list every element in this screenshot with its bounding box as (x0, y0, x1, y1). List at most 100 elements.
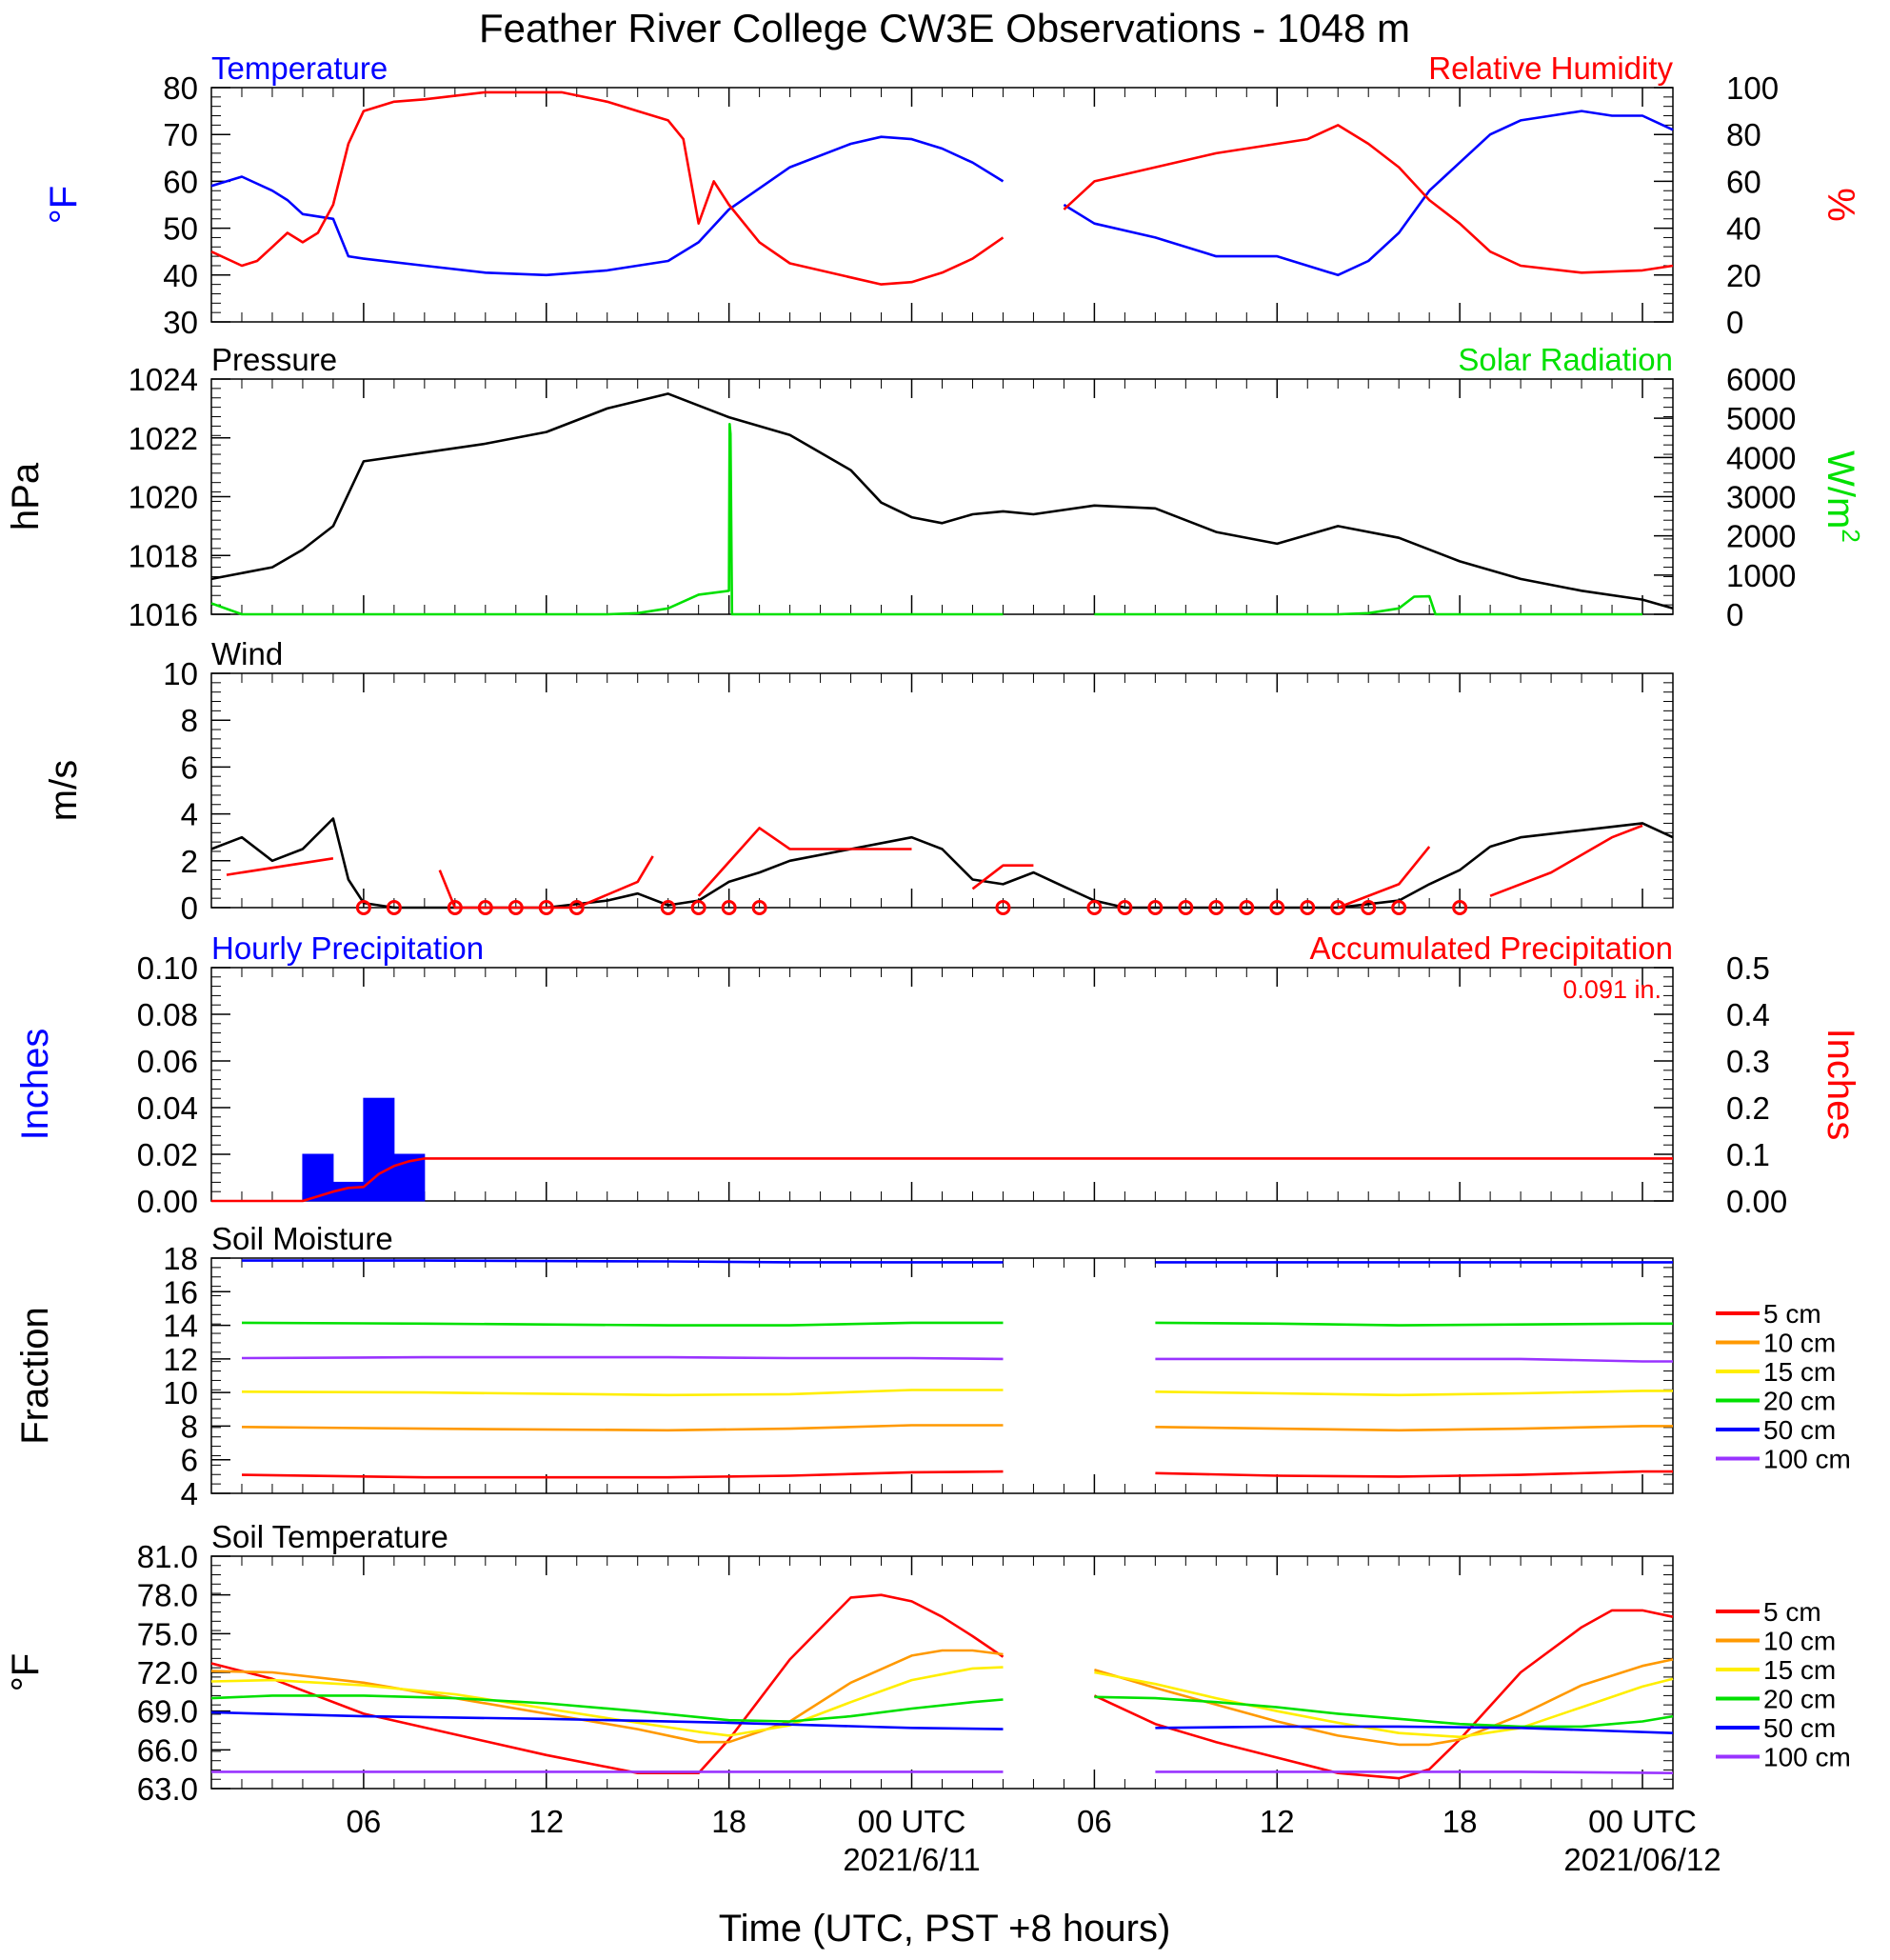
calm-wind-marker (1239, 900, 1255, 915)
accumulated-total-annotation: 0.091 in. (1562, 975, 1661, 1004)
calm-wind-marker (660, 900, 676, 915)
y-tick-label-right: 6000 (1726, 362, 1796, 397)
y-tick-label-left: 10 (163, 656, 198, 691)
series-line (211, 1157, 1673, 1203)
series-line (210, 1666, 1674, 1739)
y-tick-label-left: 0.04 (137, 1090, 198, 1126)
x-tick-label: 06 (347, 1804, 382, 1839)
y-tick-label-left: 81.0 (137, 1539, 198, 1574)
y-tick-label-left: 69.0 (137, 1694, 198, 1730)
y-tick-label-right: 0.2 (1726, 1090, 1770, 1126)
calm-wind-marker (721, 900, 737, 915)
x-axis-label: Time (UTC, PST +8 hours) (719, 1908, 1171, 1950)
precip-bar (363, 1097, 395, 1202)
panel-left-title: Temperature (211, 50, 388, 86)
legend-label: 10 cm (1763, 1329, 1836, 1358)
panel-frame (210, 378, 1674, 615)
calm-wind-marker (538, 900, 554, 915)
y-tick-label-right: 1000 (1726, 558, 1796, 593)
x-tick-label: 18 (711, 1804, 746, 1839)
y-tick-label-right: 0.5 (1726, 950, 1770, 986)
panel-left-title: Hourly Precipitation (211, 930, 484, 966)
chart-title: Feather River College CW3E Observations … (479, 6, 1410, 50)
series-line (210, 1710, 1674, 1734)
panel-right-title: Solar Radiation (1458, 342, 1673, 377)
y-tick-label-left: 0 (181, 890, 198, 926)
calm-wind-marker (1391, 900, 1407, 915)
panel-left-title: Soil Moisture (211, 1221, 393, 1256)
y-axis-label-right: W/m2 (1820, 450, 1865, 543)
calm-wind-marker (477, 900, 493, 915)
series-line (242, 1259, 1673, 1264)
series-line (210, 1593, 1674, 1780)
y-tick-label-left: 0.00 (137, 1184, 198, 1219)
legend-label: 5 cm (1763, 1299, 1821, 1329)
y-axis-label-left: °F (5, 1653, 47, 1691)
calm-wind-marker (1147, 900, 1164, 915)
y-tick-label-left: 30 (163, 305, 198, 340)
legend-label: 100 cm (1763, 1743, 1851, 1772)
series-line (211, 1770, 1674, 1774)
panel-frame (210, 87, 1674, 323)
x-tick-label: 12 (528, 1804, 564, 1839)
y-tick-label-left: 80 (163, 70, 198, 106)
y-tick-label-left: 78.0 (137, 1578, 198, 1613)
y-tick-label-left: 0.02 (137, 1137, 198, 1172)
y-tick-label-right: 0.00 (1726, 1184, 1787, 1219)
legend-label: 20 cm (1763, 1387, 1836, 1416)
y-tick-label-right: 40 (1726, 211, 1761, 247)
y-tick-label-left: 50 (163, 211, 198, 247)
legend-label: 50 cm (1763, 1415, 1836, 1445)
series-line (210, 817, 1674, 910)
panel-frame (210, 1257, 1674, 1494)
y-tick-label-left: 10 (163, 1375, 198, 1410)
panel-3: 0 2 4 6 8 10 Wind m/s (43, 636, 1674, 926)
x-tick-label: 00 UTC (858, 1804, 966, 1839)
y-tick-label-right: 4000 (1726, 440, 1796, 475)
y-tick-label-right: 5000 (1726, 401, 1796, 436)
y-tick-label-left: 60 (163, 164, 198, 199)
panel-left-title: Soil Temperature (211, 1519, 448, 1554)
y-tick-label-right: 0.4 (1726, 997, 1770, 1032)
y-tick-label-left: 6 (181, 1443, 198, 1478)
x-tick-label: 18 (1442, 1804, 1478, 1839)
series-line (210, 392, 1674, 610)
x-tick-label: 00 UTC (1588, 1804, 1697, 1839)
x-date-label: 2021/6/11 (843, 1842, 980, 1877)
legend-label: 50 cm (1763, 1713, 1836, 1743)
calm-wind-marker (1269, 900, 1285, 915)
y-tick-label-right: 3000 (1726, 480, 1796, 515)
y-tick-label-left: 12 (163, 1342, 198, 1377)
calm-wind-marker (355, 900, 371, 915)
y-tick-label-right: 100 (1726, 70, 1779, 106)
y-tick-label-left: 0.06 (137, 1044, 198, 1079)
calm-wind-marker (751, 900, 767, 915)
calm-wind-marker (1178, 900, 1194, 915)
y-axis-label-left: °F (43, 186, 85, 224)
panel-frame (210, 967, 1674, 1202)
y-tick-label-right: 80 (1726, 117, 1761, 152)
y-tick-label-left: 4 (181, 797, 198, 832)
y-axis-label-left: m/s (43, 760, 85, 821)
y-tick-label-left: 2 (181, 844, 198, 879)
series-line (210, 90, 1674, 286)
y-tick-label-left: 66.0 (137, 1732, 198, 1768)
y-tick-label-left: 0.08 (137, 997, 198, 1032)
calm-wind-marker (507, 900, 524, 915)
y-tick-label-left: 1016 (129, 597, 198, 632)
y-axis-label-left: Fraction (14, 1307, 56, 1445)
calm-wind-marker (1117, 900, 1133, 915)
y-tick-label-left: 4 (181, 1476, 198, 1511)
y-tick-label-left: 8 (181, 1409, 198, 1444)
panel-4: 0.00 0.02 0.04 0.06 0.08 0.10 0.00 0.1 0.2 0.3 0.4… (14, 930, 1861, 1219)
calm-wind-marker (568, 900, 585, 915)
y-tick-label-left: 70 (163, 117, 198, 152)
calm-wind-marker (447, 900, 463, 915)
y-tick-label-left: 75.0 (137, 1616, 198, 1651)
series-line (241, 1470, 1673, 1479)
series-line (241, 1355, 1673, 1363)
calm-wind-marker (1330, 900, 1346, 915)
series-line (241, 1321, 1673, 1327)
y-tick-label-left: 8 (181, 703, 198, 738)
